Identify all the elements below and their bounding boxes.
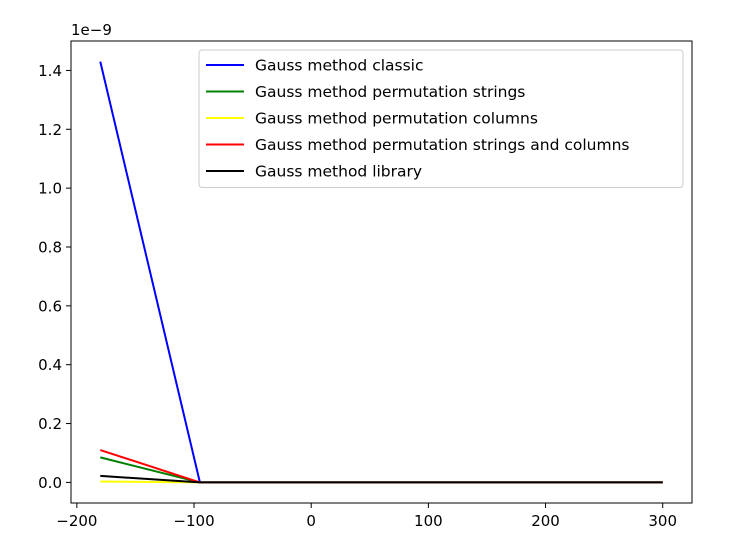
y-tick-label: 0.0 <box>38 474 62 492</box>
legend-label: Gauss method permutation columns <box>255 110 538 128</box>
x-tick-label: −200 <box>56 512 97 530</box>
y-tick-label: 0.8 <box>38 238 62 256</box>
series-line-gauss-method-library <box>100 474 663 484</box>
y-tick-label: 0.6 <box>38 297 62 315</box>
legend: Gauss method classic Gauss method permuta… <box>198 49 684 188</box>
y-tick-label: 1.4 <box>38 62 62 80</box>
x-tick-label: 200 <box>531 512 560 530</box>
legend-label: Gauss method permutation strings and col… <box>255 136 630 154</box>
y-tick-label: 0.2 <box>38 415 62 433</box>
legend-label: Gauss method classic <box>255 57 424 75</box>
y-axis: 0.0 0.2 0.4 0.6 0.8 1.0 1.2 1.4 <box>38 62 71 492</box>
x-tick-label: −100 <box>173 512 214 530</box>
y-tick-label: 0.4 <box>38 356 62 374</box>
plot-frame <box>70 40 693 504</box>
x-tick-label: 0 <box>306 512 316 530</box>
legend-box <box>198 49 684 188</box>
legend-label: Gauss method library <box>255 163 422 181</box>
y-scale-label: 1e−9 <box>71 21 112 39</box>
y-tick-label: 1.0 <box>38 180 62 198</box>
series-layer <box>99 61 663 484</box>
legend-label: Gauss method permutation strings <box>255 83 525 101</box>
x-tick-label: 300 <box>648 512 677 530</box>
x-axis: −200 −100 0 100 200 300 <box>56 503 677 530</box>
x-tick-label: 100 <box>414 512 443 530</box>
y-tick-label: 1.2 <box>38 121 62 139</box>
